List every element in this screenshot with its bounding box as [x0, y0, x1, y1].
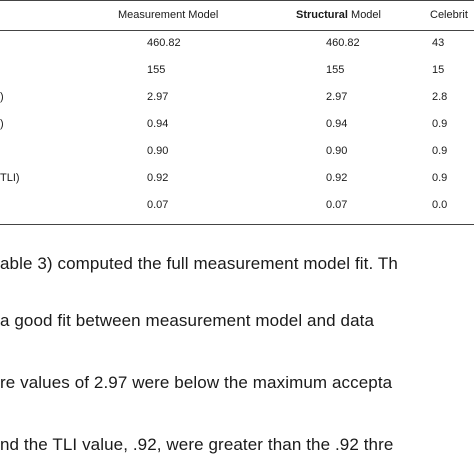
cell-structural: 0.92: [326, 172, 348, 184]
body-paragraph-line: re values of 2.97 were below the maximum…: [0, 373, 393, 392]
header-measurement-model: Measurement Model: [118, 9, 219, 21]
body-paragraph-line: nd the TLI value, .92, were greater than…: [0, 435, 394, 454]
cell-measurement: 0.07: [147, 199, 169, 211]
cell-measurement: 460.82: [147, 37, 181, 49]
cell-structural: 0.94: [326, 118, 348, 130]
row-label: ): [0, 118, 4, 130]
cell-celebrity: 0.0: [432, 199, 448, 211]
cell-celebrity: 0.9: [432, 118, 448, 130]
cell-measurement: 0.94: [147, 118, 169, 130]
row-label: TLI): [0, 172, 20, 184]
cell-celebrity: 15: [432, 64, 445, 76]
cell-structural: 0.07: [326, 199, 348, 211]
row-label: ): [0, 91, 4, 103]
body-paragraph-line: a good fit between measurement model and…: [0, 311, 375, 330]
cell-celebrity: 0.9: [432, 145, 448, 157]
cell-structural: 2.97: [326, 91, 348, 103]
cell-celebrity: 0.9: [432, 172, 448, 184]
body-paragraph-line: able 3) computed the full measurement mo…: [0, 254, 398, 273]
cell-celebrity: 2.8: [432, 91, 448, 103]
header-structural-model: Structural Model: [296, 9, 381, 22]
cell-measurement: 2.97: [147, 91, 169, 103]
header-structural-rest: Model: [347, 9, 381, 21]
cell-celebrity: 43: [432, 37, 445, 49]
table-header-rule: [0, 30, 474, 31]
header-structural-bold: Structural: [296, 9, 348, 21]
cell-measurement: 0.92: [147, 172, 169, 184]
table-bottom-rule: [0, 224, 474, 225]
cell-structural: 0.90: [326, 145, 348, 157]
table-top-rule: [0, 0, 474, 1]
header-celebrity: Celebrit: [430, 9, 468, 21]
cell-measurement: 155: [147, 64, 166, 76]
cell-measurement: 0.90: [147, 145, 169, 157]
cell-structural: 460.82: [326, 37, 360, 49]
cell-structural: 155: [326, 64, 345, 76]
